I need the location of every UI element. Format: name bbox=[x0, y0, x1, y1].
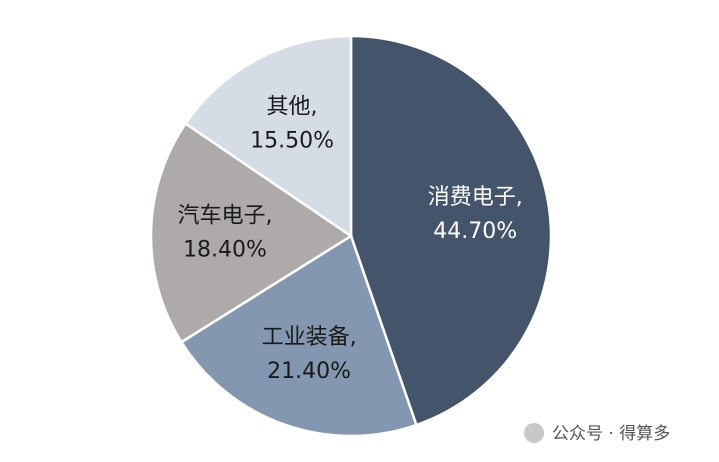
pie-slice bbox=[179, 234, 418, 438]
slice-label: 汽车电子, bbox=[178, 204, 273, 229]
slice-label: 消费电子, bbox=[428, 185, 523, 210]
pie-slice bbox=[349, 34, 553, 427]
slice-value-label: 18.40% bbox=[183, 238, 267, 263]
slice-value-label: 21.40% bbox=[267, 359, 351, 384]
slice-label: 其他, bbox=[267, 95, 318, 120]
slice-value-label: 44.70% bbox=[433, 219, 517, 244]
watermark-icon bbox=[524, 423, 544, 443]
slice-value-label: 15.50% bbox=[250, 129, 334, 154]
pie-slice bbox=[183, 34, 353, 239]
watermark-text: 公众号 · 得算多 bbox=[552, 424, 670, 444]
slice-label: 工业装备, bbox=[262, 325, 357, 350]
pie: 消费电子, 44.70% 工业装备, 21.40% 汽车电子, 18.40% 其他, 15.5… bbox=[149, 34, 553, 438]
pie-slice bbox=[149, 121, 354, 344]
watermark: 公众号 · 得算多 bbox=[524, 423, 670, 444]
